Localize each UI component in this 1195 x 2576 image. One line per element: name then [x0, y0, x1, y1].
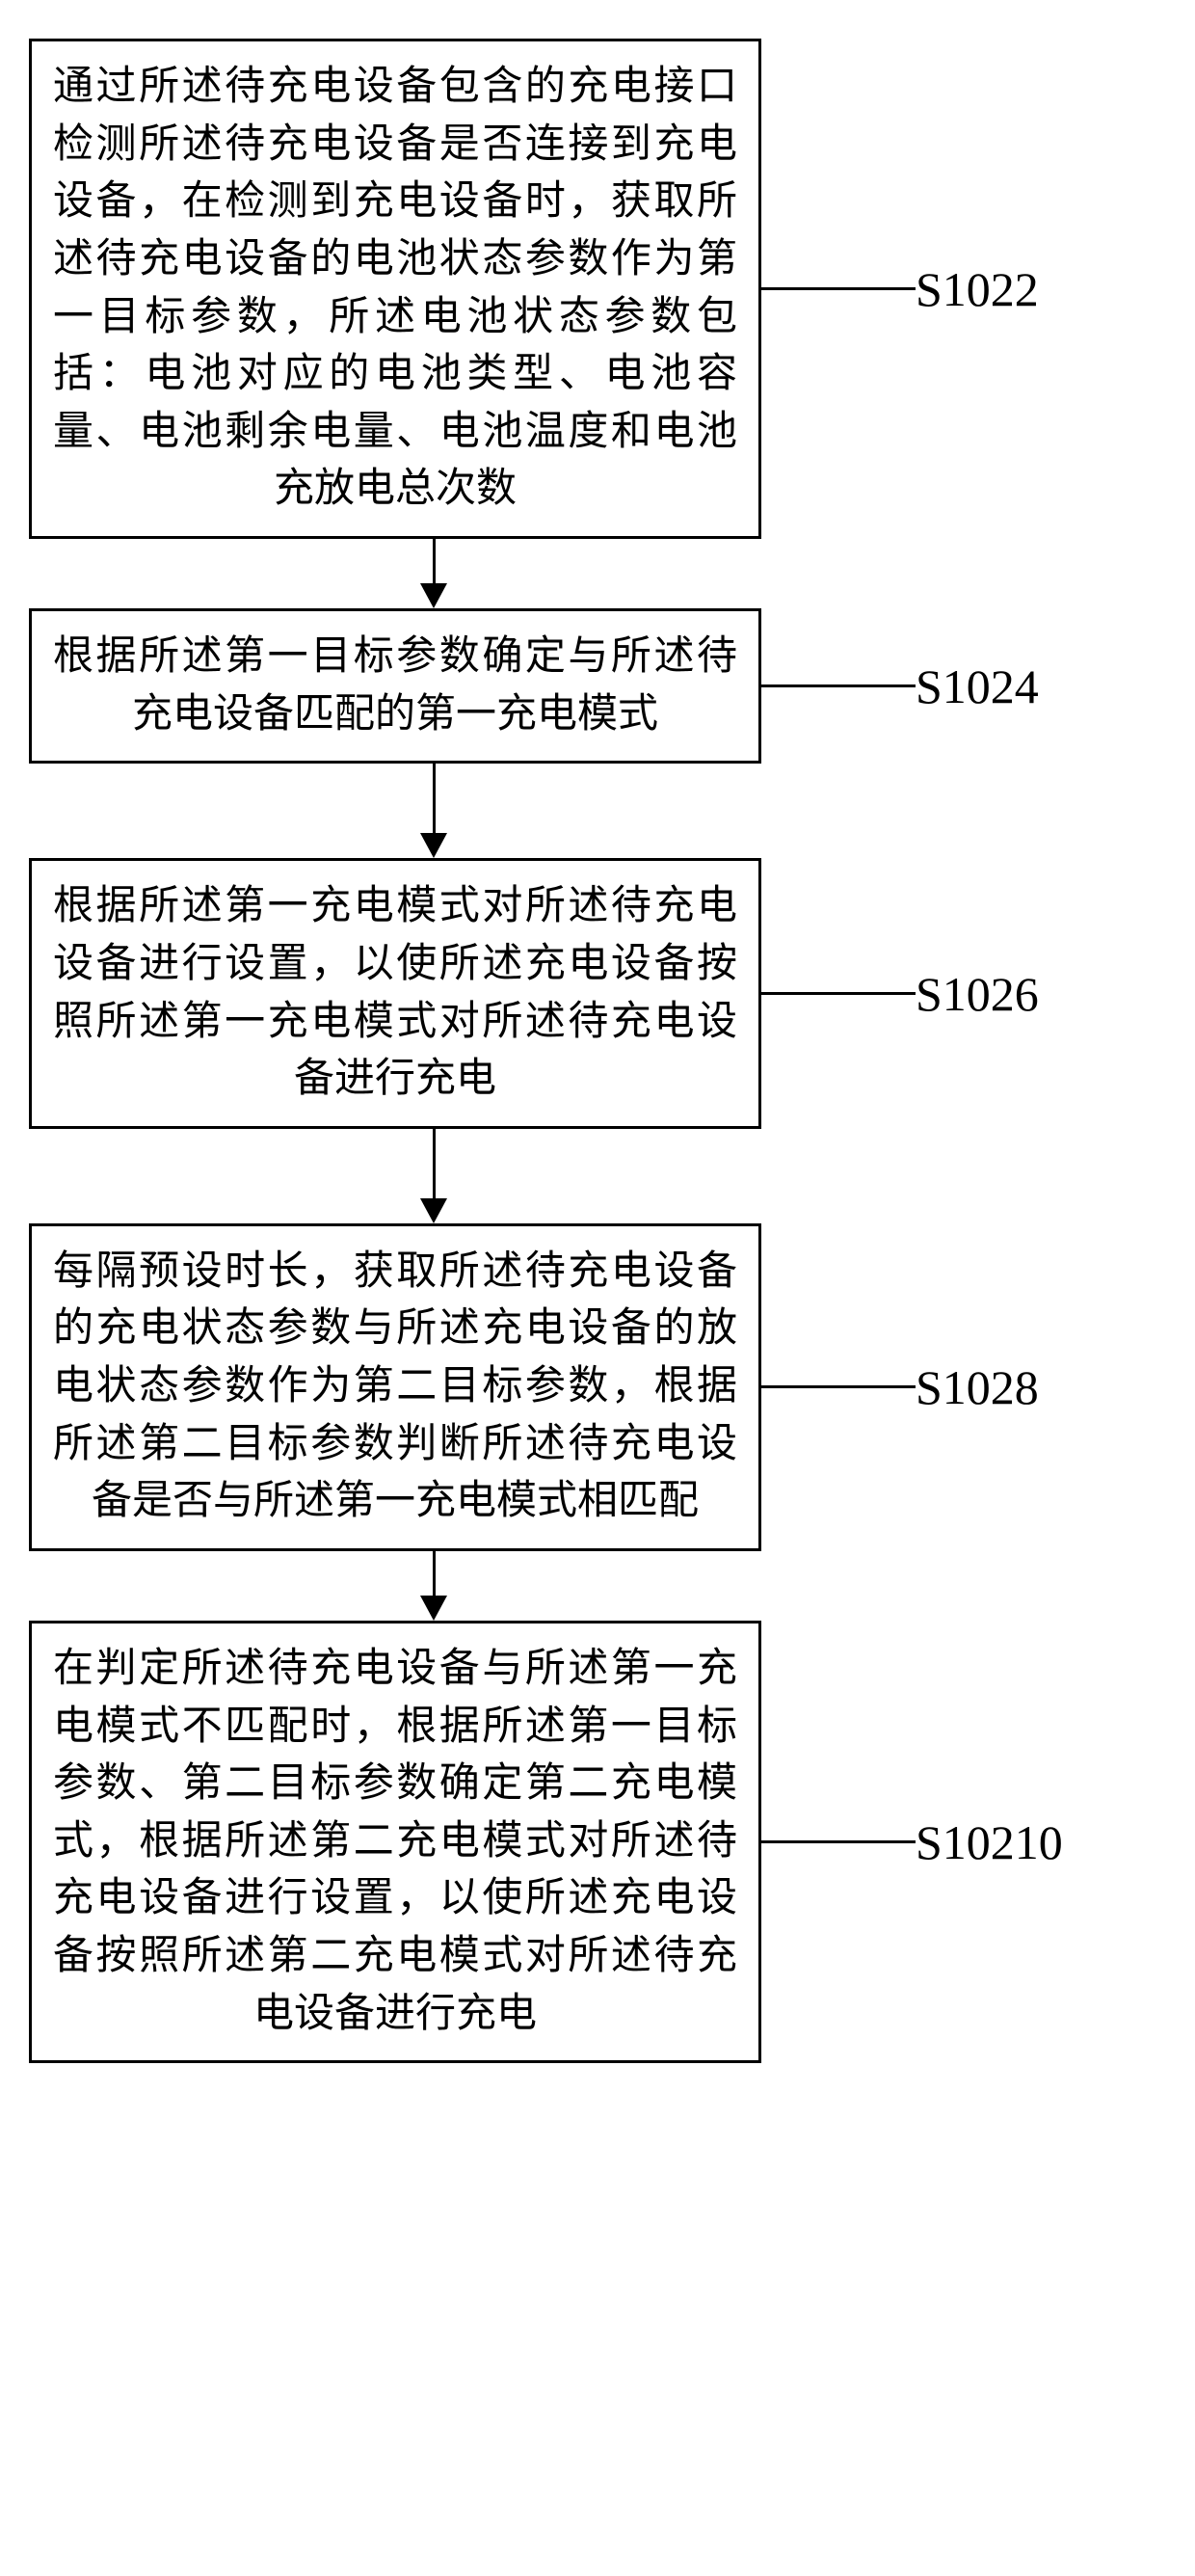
- arrow-wrap: [29, 539, 1166, 608]
- flow-step-box: 通过所述待充电设备包含的充电接口检测所述待充电设备是否连接到充电设备，在检测到充…: [29, 39, 761, 539]
- flow-step-text: 通过所述待充电设备包含的充电接口检测所述待充电设备是否连接到充电设备，在检测到充…: [53, 65, 737, 511]
- flow-step-text: 在判定所述待充电设备与所述第一充电模式不匹配时，根据所述第一目标参数、第二目标参…: [53, 1647, 737, 2036]
- arrow-line: [433, 1129, 436, 1198]
- flow-arrow: [420, 1129, 447, 1223]
- flow-row: 根据所述第一目标参数确定与所述待充电设备匹配的第一充电模式 S1024: [29, 608, 1166, 764]
- arrow-head-icon: [420, 833, 447, 858]
- flow-step-label: S10210: [916, 1814, 1063, 1870]
- arrow-line: [433, 764, 436, 833]
- connector-line: [761, 992, 916, 995]
- arrow-wrap: [29, 1129, 1166, 1223]
- flow-row: 根据所述第一充电模式对所述待充电设备进行设置，以使所述充电设备按照所述第一充电模…: [29, 858, 1166, 1129]
- flow-step-text: 根据所述第一充电模式对所述待充电设备进行设置，以使所述充电设备按照所述第一充电模…: [53, 884, 737, 1101]
- connector-line: [761, 1385, 916, 1388]
- connector-line: [761, 1840, 916, 1843]
- arrow-head-icon: [420, 1596, 447, 1621]
- flow-step-box: 根据所述第一充电模式对所述待充电设备进行设置，以使所述充电设备按照所述第一充电模…: [29, 858, 761, 1129]
- flow-arrow: [420, 764, 447, 858]
- arrow-head-icon: [420, 583, 447, 608]
- flowchart-container: 通过所述待充电设备包含的充电接口检测所述待充电设备是否连接到充电设备，在检测到充…: [29, 39, 1166, 2063]
- arrow-line: [433, 539, 436, 583]
- arrow-wrap: [29, 1551, 1166, 1621]
- flow-step-box: 每隔预设时长，获取所述待充电设备的充电状态参数与所述充电设备的放电状态参数作为第…: [29, 1223, 761, 1551]
- arrow-line: [433, 1551, 436, 1596]
- flow-row: 通过所述待充电设备包含的充电接口检测所述待充电设备是否连接到充电设备，在检测到充…: [29, 39, 1166, 539]
- connector-line: [761, 684, 916, 687]
- flow-step-box: 在判定所述待充电设备与所述第一充电模式不匹配时，根据所述第一目标参数、第二目标参…: [29, 1621, 761, 2063]
- flow-arrow: [420, 539, 447, 608]
- flow-row: 在判定所述待充电设备与所述第一充电模式不匹配时，根据所述第一目标参数、第二目标参…: [29, 1621, 1166, 2063]
- flow-step-text: 根据所述第一目标参数确定与所述待充电设备匹配的第一充电模式: [53, 634, 737, 737]
- flow-step-text: 每隔预设时长，获取所述待充电设备的充电状态参数与所述充电设备的放电状态参数作为第…: [53, 1249, 737, 1524]
- arrow-wrap: [29, 764, 1166, 858]
- flow-step-box: 根据所述第一目标参数确定与所述待充电设备匹配的第一充电模式: [29, 608, 761, 764]
- flow-arrow: [420, 1551, 447, 1621]
- flow-step-label: S1024: [916, 658, 1039, 714]
- flow-row: 每隔预设时长，获取所述待充电设备的充电状态参数与所述充电设备的放电状态参数作为第…: [29, 1223, 1166, 1551]
- flow-step-label: S1026: [916, 966, 1039, 1022]
- arrow-head-icon: [420, 1198, 447, 1223]
- flow-step-label: S1022: [916, 261, 1039, 317]
- flow-step-label: S1028: [916, 1359, 1039, 1415]
- connector-line: [761, 287, 916, 290]
